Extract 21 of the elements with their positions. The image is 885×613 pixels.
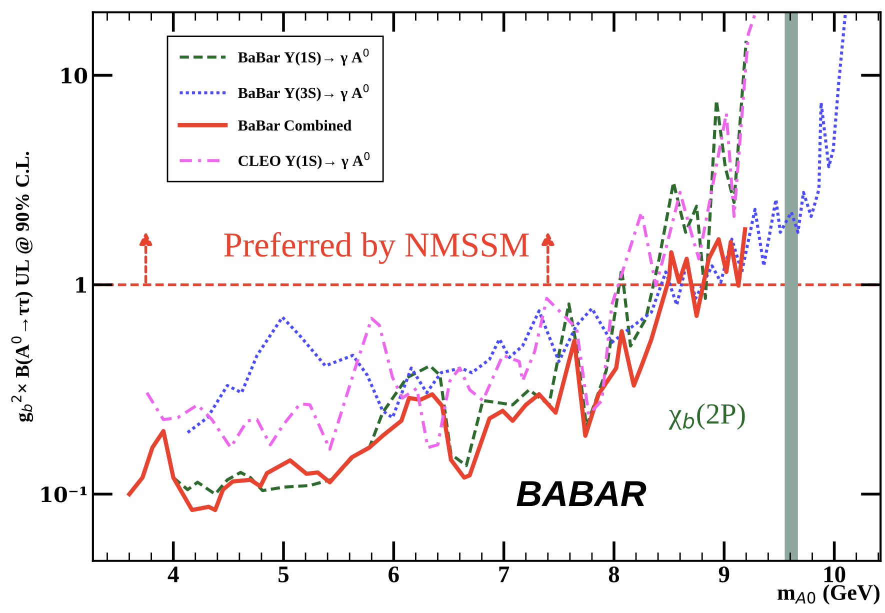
y-tick-label: 1 (76, 277, 86, 293)
x-tick-label: 7 (499, 566, 510, 582)
x-tick-label: 9 (718, 566, 730, 582)
legend-label: BaBar Υ(3S)→ γ A$^{0}$ (238, 84, 369, 102)
line-series (145, 12, 757, 451)
x-tick-label: 10 (824, 566, 846, 582)
y-axis-title: g$_{b}$$^{2}$× B(A$^{0}$→ττ) UL @ 90% C.L. (11, 152, 34, 422)
x-tick-label: 5 (278, 566, 289, 582)
legend-label: BaBar Combined (238, 120, 352, 131)
annotation: BABAR (516, 481, 646, 506)
x-axis-title: m$_{A0}$ (GeV) (778, 584, 880, 605)
x-tick-label: 8 (608, 566, 620, 582)
line-series (186, 12, 847, 434)
x-tick-label: 4 (168, 566, 179, 582)
y-tick-label: 10 (62, 68, 88, 84)
legend-label: CLEO Υ(1S)→ γ A$^{0}$ (238, 152, 370, 170)
annotation: Preferred by NMSSM (224, 232, 529, 264)
legend-label: BaBar Υ(1S)→ γ A$^{0}$ (238, 48, 369, 66)
band-label: χ$_{b}$(2P) (668, 403, 745, 430)
y-tick-label: 10⁻¹ (41, 486, 87, 502)
x-tick-label: 6 (388, 566, 399, 582)
